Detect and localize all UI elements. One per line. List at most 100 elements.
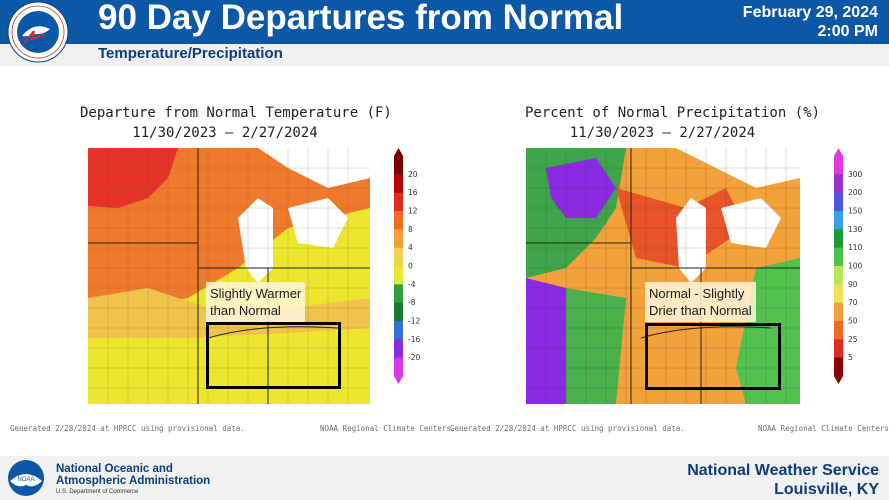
precip-colorbar-label: 5 <box>848 353 853 362</box>
temp-region-lake-superior <box>258 148 370 188</box>
precip-colorbar-segment <box>834 247 843 267</box>
precip-callout: Normal - Slightly Drier than Normal <box>645 282 756 322</box>
nws-logo <box>7 1 69 63</box>
temp-colorbar-segment <box>394 284 403 304</box>
precip-colorbar-label: 130 <box>848 225 863 234</box>
precip-colorbar-segment <box>834 321 843 340</box>
precip-lake-michigan <box>676 198 706 283</box>
temp-colorbar-label: -12 <box>408 317 420 326</box>
temp-colorbar-segment <box>394 247 403 267</box>
precip-colorbar-segment <box>834 192 843 212</box>
temp-colorbar-label: -4 <box>408 280 416 289</box>
noaa-department: U.S. Department of Commerce <box>56 489 139 495</box>
header-band <box>0 0 889 44</box>
temp-colorbar-label: 0 <box>408 262 413 271</box>
precip-lake-superior <box>676 148 800 188</box>
temp-kentucky-box <box>206 322 341 389</box>
precip-footnote-right: NOAA Regional Climate Centers <box>758 424 889 433</box>
precip-colorbar-label: 300 <box>848 170 863 179</box>
precip-colorbar: 300 200 150 130 110 100 90 70 50 25 5 <box>834 148 863 384</box>
precip-map-title-line1: Percent of Normal Precipitation (%) <box>525 105 821 121</box>
temp-colorbar-segment <box>394 266 403 285</box>
temp-footnote-left: Generated 2/28/2024 at HPRCC using provi… <box>10 424 245 433</box>
temp-colorbar-segment <box>394 174 403 194</box>
temp-colorbar-segment <box>394 229 403 249</box>
precip-region-southwest-green <box>566 288 626 404</box>
temp-colorbar-segment <box>394 339 403 359</box>
temp-colorbar-top-arrow <box>394 148 403 156</box>
temp-colorbar-segment <box>394 211 403 230</box>
temp-colorbar-segment <box>394 192 403 212</box>
precip-colorbar-segment <box>834 339 843 359</box>
precip-colorbar-segment <box>834 156 843 175</box>
precip-kentucky-box <box>645 323 781 390</box>
precip-callout-line2: Drier than Normal <box>649 303 752 318</box>
temp-lake-huron <box>288 198 348 248</box>
temp-callout-line2: than Normal <box>210 303 281 318</box>
precip-colorbar-segment <box>834 174 843 194</box>
precip-colorbar-label: 150 <box>848 207 863 216</box>
temp-map-title-line2: 11/30/2023 – 2/27/2024 <box>132 125 318 141</box>
temp-footnote-right: NOAA Regional Climate Centers <box>320 424 451 433</box>
precip-lake-huron <box>721 198 781 248</box>
precip-colorbar-top-arrow <box>834 148 843 156</box>
page-title: 90 Day Departures from Normal <box>98 0 624 37</box>
nws-office-name: National Weather Service <box>687 462 879 479</box>
noaa-logo: NOAA <box>8 460 44 496</box>
temp-callout: Slightly Warmer than Normal <box>206 282 306 322</box>
temp-colorbar-segment <box>394 302 403 322</box>
issue-time: 2:00 PM <box>817 23 878 40</box>
issue-datetime: February 29, 2024 2:00 PM <box>743 3 878 41</box>
precip-footnote-left: Generated 2/28/2024 at HPRCC using provi… <box>450 424 685 433</box>
precip-callout-line1: Normal - Slightly <box>649 286 745 301</box>
precip-colorbar-label: 100 <box>848 262 863 271</box>
page-subtitle: Temperature/Precipitation <box>98 45 283 62</box>
noaa-logo-text: NOAA <box>17 477 34 483</box>
nws-office-location: Louisville, KY <box>774 481 879 498</box>
noaa-name-line1: National Oceanic and <box>56 463 173 475</box>
precip-colorbar-segment <box>834 266 843 285</box>
temp-colorbar: 20 16 12 8 4 0 -4 -8 -12 -16 -20 <box>394 148 420 384</box>
footer-bar <box>0 456 889 500</box>
temp-region-orange <box>88 148 370 316</box>
temp-colorbar-segment <box>394 156 403 175</box>
precip-colorbar-segment <box>834 211 843 230</box>
temp-map-title: Departure from Normal Temperature (F) 11… <box>80 103 392 143</box>
temp-colorbar-label: -20 <box>408 353 420 362</box>
temp-colorbar-label: 12 <box>408 207 418 216</box>
temp-colorbar-label: 20 <box>408 170 418 179</box>
temp-callout-line1: Slightly Warmer <box>210 286 302 301</box>
precip-map-title-line2: 11/30/2023 – 2/27/2024 <box>569 125 756 141</box>
temp-colorbar-segment <box>394 321 403 340</box>
precip-colorbar-label: 90 <box>848 280 858 289</box>
noaa-name-line2: Atmospheric Administration <box>56 475 211 487</box>
temp-colorbar-label: 4 <box>408 243 413 252</box>
precip-colorbar-label: 70 <box>848 298 858 307</box>
precip-region-purple <box>546 158 616 218</box>
temp-colorbar-label: 8 <box>408 225 413 234</box>
temp-colorbar-label: -16 <box>408 335 420 344</box>
nws-office: National Weather Service Louisville, KY <box>687 461 879 499</box>
precip-colorbar-segment <box>834 302 843 322</box>
precip-map-title: Percent of Normal Precipitation (%) 11/3… <box>525 103 821 143</box>
temp-region-red <box>88 148 178 208</box>
temp-colorbar-label: -8 <box>408 298 416 307</box>
precip-colorbar-segment <box>834 284 843 304</box>
temp-colorbar-label: 16 <box>408 188 418 197</box>
precip-colorbar-label: 200 <box>848 188 863 197</box>
precip-map <box>526 148 800 404</box>
precip-colorbar-label: 25 <box>848 335 858 344</box>
precip-colorbar-label: 110 <box>848 243 863 252</box>
precip-colorbar-label: 50 <box>848 317 858 326</box>
precip-colorbar-segment <box>834 357 843 377</box>
temp-colorbar-bottom-arrow <box>394 376 403 384</box>
precip-colorbar-segment <box>834 229 843 249</box>
precip-colorbar-bottom-arrow <box>834 376 843 384</box>
temp-colorbar-segment <box>394 357 403 377</box>
temp-map <box>88 148 370 404</box>
temp-map-title-line1: Departure from Normal Temperature (F) <box>80 105 392 121</box>
temp-lake-michigan <box>238 198 273 283</box>
issue-date: February 29, 2024 <box>742 4 878 21</box>
header-bar <box>0 0 889 66</box>
noaa-name: National Oceanic and Atmospheric Adminis… <box>56 463 210 487</box>
